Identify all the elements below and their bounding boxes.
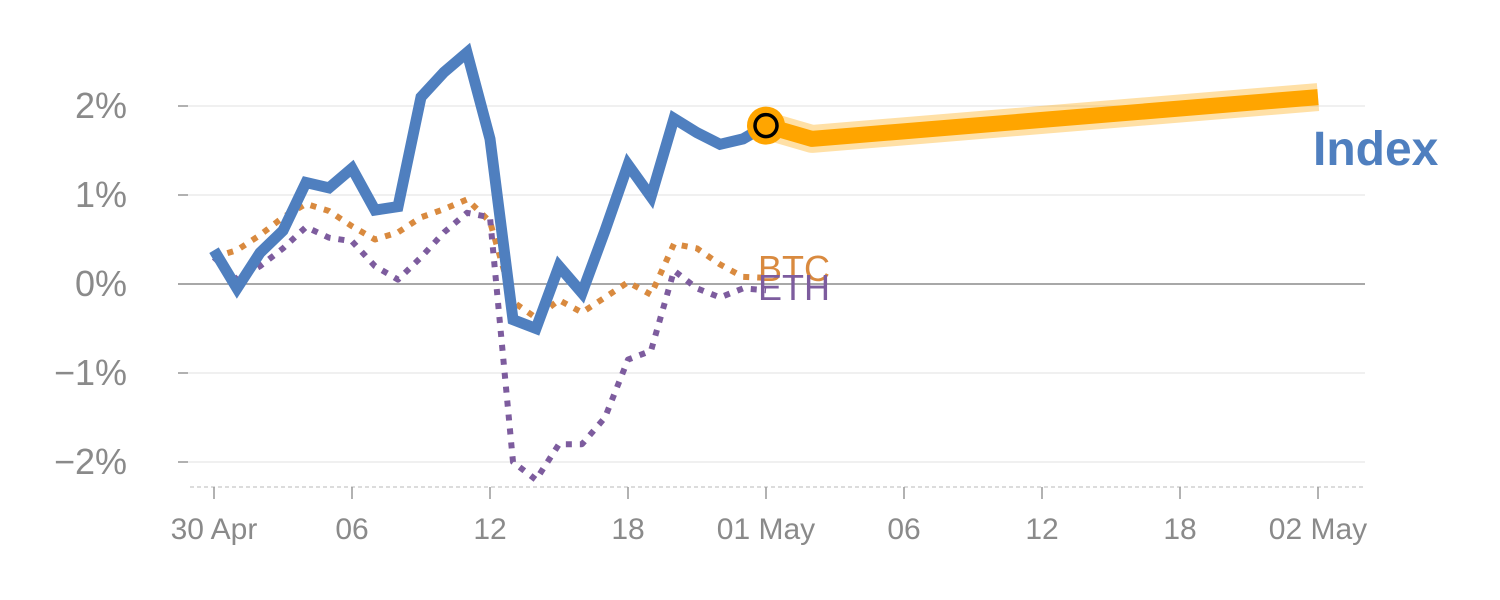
xtick-label: 06 [887,513,920,546]
index-series-label: Index [1313,123,1439,176]
ytick-label: 0% [75,263,127,304]
current-point-halo [747,106,785,145]
ytick-label: −2% [54,441,127,482]
btc-series-line [213,196,767,321]
current-point-marker [753,112,779,139]
xtick-label: 01 May [717,513,815,546]
xtick-label: 06 [335,513,368,546]
ytick-label: 2% [75,85,127,126]
btc-series-label: BTC [758,248,830,289]
xtick-label: 12 [473,513,506,546]
ytick-label: 1% [75,174,127,215]
eth-series-line [211,209,767,483]
index-series-line [209,42,769,336]
xtick-label: 18 [611,513,644,546]
ytick-label: −1% [54,352,127,393]
xtick-label: 02 May [1269,513,1367,546]
eth-series-label: ETH [758,267,830,308]
xtick-label: 30 Apr [171,513,258,546]
xtick-label: 18 [1163,513,1196,546]
xtick-label: 12 [1025,513,1058,546]
